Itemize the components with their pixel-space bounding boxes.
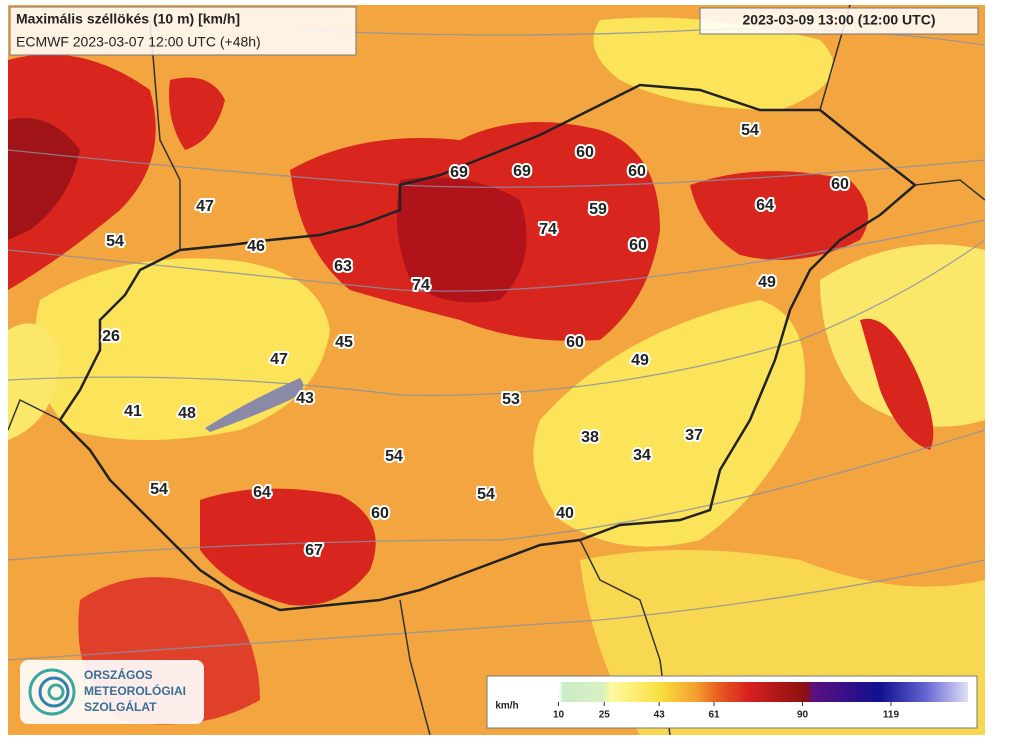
station-value: 67 [305, 542, 323, 559]
station-value: 74 [539, 221, 557, 238]
station-value: 48 [178, 405, 196, 422]
station-value: 49 [631, 352, 649, 369]
legend-tick-label: 61 [708, 710, 720, 721]
station-value: 54 [385, 448, 403, 465]
model-run: ECMWF 2023-03-07 12:00 UTC (+48h) [16, 34, 261, 50]
station-value: 54 [106, 233, 124, 250]
logo-text: METEOROLÓGIAI [84, 683, 186, 698]
station-value: 46 [247, 238, 265, 255]
station-value: 64 [756, 197, 774, 214]
station-value: 60 [628, 163, 646, 180]
station-value: 54 [477, 486, 495, 503]
legend-tick-label: 10 [553, 710, 565, 721]
station-value: 69 [513, 163, 531, 180]
station-value: 69 [450, 164, 468, 181]
station-value: 60 [371, 505, 389, 522]
station-value: 64 [253, 484, 271, 501]
station-value: 53 [502, 391, 520, 408]
station-value: 47 [270, 351, 288, 368]
station-value: 60 [831, 176, 849, 193]
station-value: 74 [412, 277, 430, 294]
station-value: 49 [758, 274, 776, 291]
station-value: 60 [576, 144, 594, 161]
station-values: 69 69 60 60 54 60 47 59 74 64 54 46 60 63 74 49 26 45 60 47… [100, 120, 851, 561]
station-value: 38 [581, 429, 599, 446]
map-title: Maximális széllökés (10 m) [km/h] [16, 11, 240, 27]
station-value: 45 [335, 334, 353, 351]
title-box [9, 6, 357, 56]
station-value: 63 [334, 258, 352, 275]
legend-tick-label: 25 [599, 710, 611, 721]
station-value: 60 [629, 237, 647, 254]
color-bar [528, 682, 968, 702]
wind-map [8, 5, 985, 735]
time-box [699, 7, 979, 35]
valid-time: 2023-03-09 13:00 (12:00 UTC) [743, 12, 936, 28]
logo-text: SZOLGÁLAT [84, 699, 157, 714]
station-value: 40 [556, 505, 574, 522]
station-value: 37 [685, 427, 703, 444]
station-value: 60 [566, 334, 584, 351]
legend-tick-label: 43 [654, 710, 666, 721]
legend-tick-label: 119 [883, 710, 900, 721]
legend-tick-label: 90 [797, 710, 809, 721]
station-value: 43 [296, 390, 314, 407]
station-value: 47 [196, 198, 214, 215]
station-value: 54 [150, 481, 168, 498]
legend-unit: km/h [495, 701, 518, 712]
logo-text: ORSZÁGOS [84, 667, 153, 682]
station-value: 41 [124, 403, 142, 420]
station-value: 26 [102, 328, 120, 345]
station-value: 59 [589, 201, 607, 218]
station-value: 34 [633, 447, 651, 464]
logo-icon [28, 668, 76, 716]
station-value: 54 [741, 122, 759, 139]
legend-ticks: 10 25 43 61 90 119 [553, 702, 900, 721]
